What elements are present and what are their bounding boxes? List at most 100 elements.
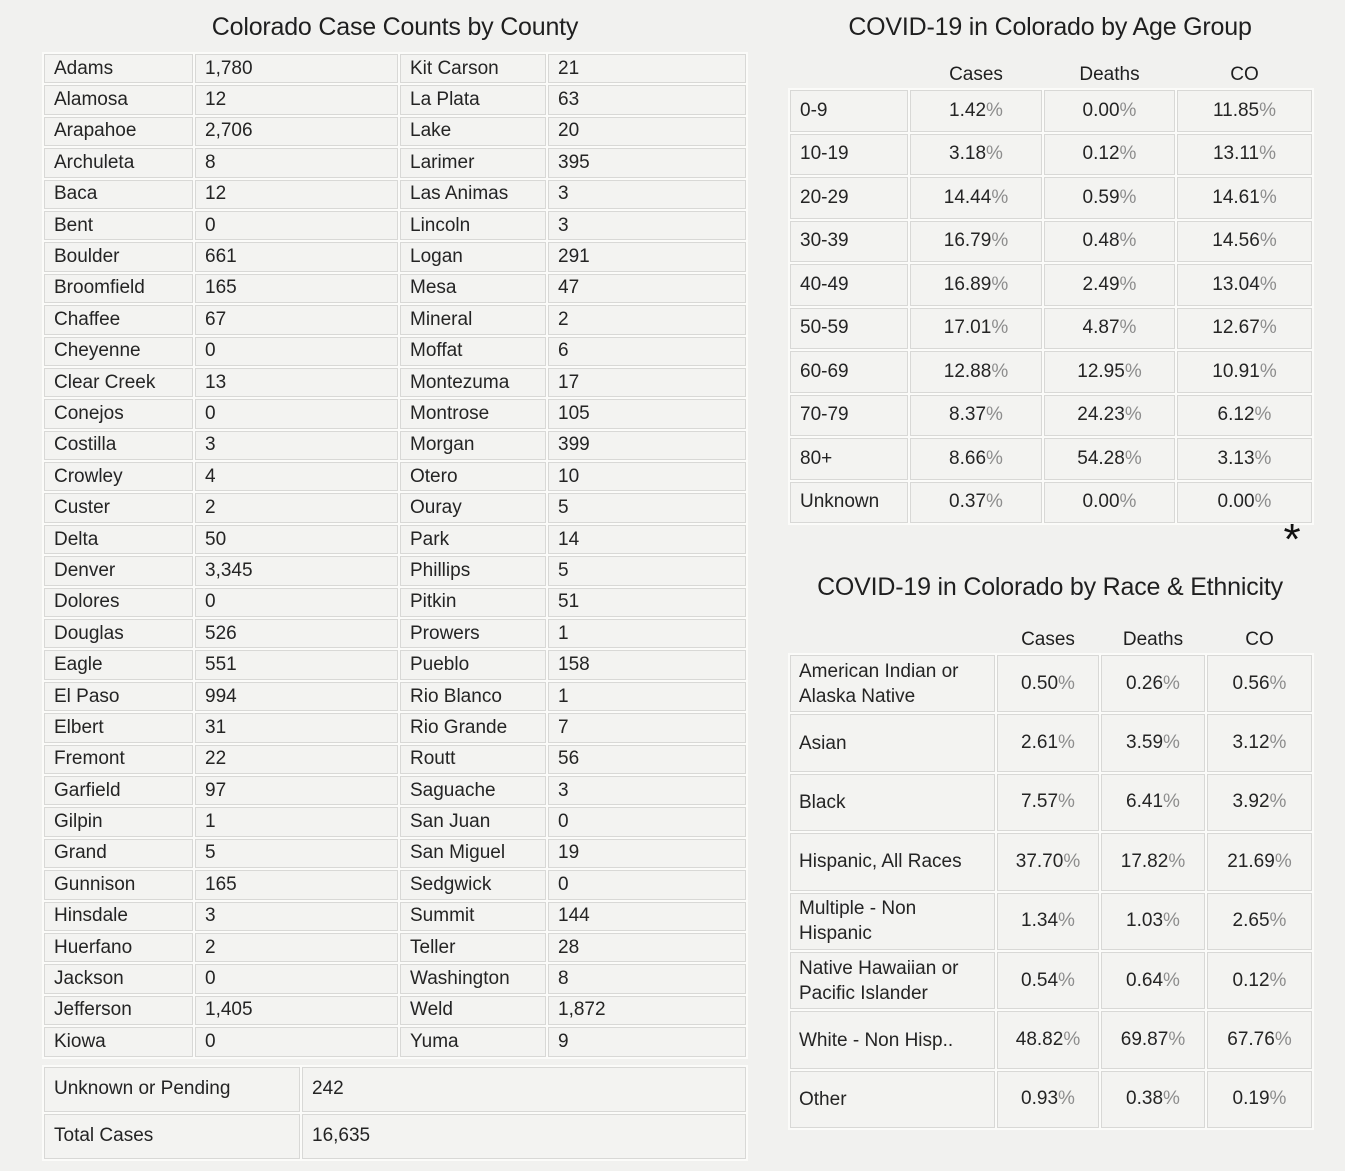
- county-name-cell[interactable]: Cheyenne: [44, 336, 193, 366]
- county-name-cell[interactable]: Eagle: [44, 650, 193, 680]
- county-name-cell[interactable]: Gunnison: [44, 870, 193, 900]
- county-cases-cell[interactable]: 97: [195, 775, 398, 806]
- age-deaths-cell[interactable]: 0.12%: [1044, 133, 1175, 175]
- county-cases-cell[interactable]: 291: [548, 242, 746, 272]
- county-cases-cell[interactable]: 12: [195, 179, 398, 209]
- county-cases-cell[interactable]: 6: [548, 336, 746, 366]
- race-deaths-cell[interactable]: 0.26%: [1101, 655, 1205, 713]
- county-name-cell[interactable]: Conejos: [44, 399, 193, 429]
- county-cases-cell[interactable]: 20: [548, 116, 746, 147]
- county-name-cell[interactable]: Garfield: [44, 775, 193, 806]
- age-co-cell[interactable]: 10.91%: [1177, 351, 1312, 393]
- age-deaths-cell[interactable]: 4.87%: [1044, 307, 1175, 349]
- race-co-cell[interactable]: 3.92%: [1207, 773, 1312, 832]
- county-cases-cell[interactable]: 158: [548, 650, 746, 680]
- county-name-cell[interactable]: Morgan: [400, 430, 546, 461]
- county-name-cell[interactable]: El Paso: [44, 681, 193, 712]
- county-name-cell[interactable]: Jefferson: [44, 995, 193, 1026]
- county-name-cell[interactable]: Washington: [400, 964, 546, 994]
- race-cases-cell[interactable]: 0.54%: [997, 951, 1099, 1010]
- age-cases-cell[interactable]: 17.01%: [910, 307, 1042, 349]
- county-name-cell[interactable]: Clear Creek: [44, 367, 193, 398]
- county-name-cell[interactable]: Montezuma: [400, 367, 546, 398]
- county-name-cell[interactable]: Crowley: [44, 462, 193, 492]
- race-deaths-cell[interactable]: 0.64%: [1101, 951, 1205, 1010]
- county-cases-cell[interactable]: 1: [195, 807, 398, 837]
- county-cases-cell[interactable]: 1,405: [195, 995, 398, 1026]
- age-co-cell[interactable]: 6.12%: [1177, 394, 1312, 436]
- county-cases-cell[interactable]: 2: [548, 305, 746, 335]
- county-cases-cell[interactable]: 661: [195, 242, 398, 272]
- county-cases-cell[interactable]: 0: [195, 1027, 398, 1057]
- age-group-cell[interactable]: 60-69: [790, 351, 908, 393]
- race-co-cell[interactable]: 2.65%: [1207, 892, 1312, 950]
- age-deaths-cell[interactable]: 24.23%: [1044, 394, 1175, 436]
- county-name-cell[interactable]: Teller: [400, 932, 546, 963]
- county-name-cell[interactable]: Broomfield: [44, 273, 193, 304]
- county-name-cell[interactable]: Rio Grande: [400, 713, 546, 743]
- race-co-cell[interactable]: 0.56%: [1207, 655, 1312, 713]
- county-cases-cell[interactable]: 3: [548, 775, 746, 806]
- age-deaths-cell[interactable]: 0.00%: [1044, 481, 1175, 523]
- race-cases-cell[interactable]: 0.50%: [997, 655, 1099, 713]
- county-name-cell[interactable]: Adams: [44, 54, 193, 84]
- county-cases-cell[interactable]: 1: [548, 619, 746, 649]
- race-cases-cell[interactable]: 7.57%: [997, 773, 1099, 832]
- county-name-cell[interactable]: Mineral: [400, 305, 546, 335]
- race-deaths-cell[interactable]: 1.03%: [1101, 892, 1205, 950]
- county-name-cell[interactable]: Hinsdale: [44, 901, 193, 931]
- race-group-cell[interactable]: Black: [790, 773, 995, 832]
- race-deaths-cell[interactable]: 3.59%: [1101, 714, 1205, 772]
- race-group-cell[interactable]: Multiple - Non Hispanic: [790, 892, 995, 950]
- age-group-cell[interactable]: 0-9: [790, 90, 908, 132]
- county-name-cell[interactable]: Montrose: [400, 399, 546, 429]
- county-cases-cell[interactable]: 144: [548, 901, 746, 931]
- age-group-cell[interactable]: 50-59: [790, 307, 908, 349]
- county-cases-cell[interactable]: 395: [548, 148, 746, 178]
- county-cases-cell[interactable]: 0: [195, 210, 398, 241]
- race-cases-cell[interactable]: 1.34%: [997, 892, 1099, 950]
- county-cases-cell[interactable]: 3: [195, 430, 398, 461]
- county-cases-cell[interactable]: 51: [548, 587, 746, 618]
- county-name-cell[interactable]: Kiowa: [44, 1027, 193, 1057]
- summary-value-cell[interactable]: 242: [302, 1066, 746, 1112]
- county-name-cell[interactable]: Mesa: [400, 273, 546, 304]
- county-name-cell[interactable]: Rio Blanco: [400, 681, 546, 712]
- age-co-cell[interactable]: 14.56%: [1177, 220, 1312, 262]
- race-deaths-cell[interactable]: 0.38%: [1101, 1070, 1205, 1129]
- age-group-cell[interactable]: 70-79: [790, 394, 908, 436]
- race-co-cell[interactable]: 21.69%: [1207, 833, 1312, 891]
- county-name-cell[interactable]: Alamosa: [44, 85, 193, 115]
- county-cases-cell[interactable]: 399: [548, 430, 746, 461]
- county-cases-cell[interactable]: 8: [548, 964, 746, 994]
- age-deaths-cell[interactable]: 0.59%: [1044, 177, 1175, 219]
- county-cases-cell[interactable]: 2,706: [195, 116, 398, 147]
- race-deaths-cell[interactable]: 6.41%: [1101, 773, 1205, 832]
- race-group-cell[interactable]: Hispanic, All Races: [790, 833, 995, 891]
- county-name-cell[interactable]: Huerfano: [44, 932, 193, 963]
- county-cases-cell[interactable]: 105: [548, 399, 746, 429]
- county-cases-cell[interactable]: 2: [195, 932, 398, 963]
- county-name-cell[interactable]: Larimer: [400, 148, 546, 178]
- county-cases-cell[interactable]: 28: [548, 932, 746, 963]
- county-cases-cell[interactable]: 8: [195, 148, 398, 178]
- race-deaths-cell[interactable]: 17.82%: [1101, 833, 1205, 891]
- county-cases-cell[interactable]: 994: [195, 681, 398, 712]
- county-cases-cell[interactable]: 0: [548, 807, 746, 837]
- county-cases-cell[interactable]: 10: [548, 462, 746, 492]
- county-name-cell[interactable]: San Juan: [400, 807, 546, 837]
- county-name-cell[interactable]: Arapahoe: [44, 116, 193, 147]
- county-cases-cell[interactable]: 5: [548, 556, 746, 586]
- county-cases-cell[interactable]: 165: [195, 870, 398, 900]
- county-name-cell[interactable]: Routt: [400, 744, 546, 774]
- county-cases-cell[interactable]: 19: [548, 838, 746, 869]
- county-cases-cell[interactable]: 13: [195, 367, 398, 398]
- county-cases-cell[interactable]: 31: [195, 713, 398, 743]
- summary-value-cell[interactable]: 16,635: [302, 1113, 746, 1159]
- county-cases-cell[interactable]: 4: [195, 462, 398, 492]
- age-group-cell[interactable]: 40-49: [790, 264, 908, 306]
- age-cases-cell[interactable]: 16.79%: [910, 220, 1042, 262]
- county-name-cell[interactable]: Bent: [44, 210, 193, 241]
- age-group-cell[interactable]: 30-39: [790, 220, 908, 262]
- race-group-cell[interactable]: Asian: [790, 714, 995, 772]
